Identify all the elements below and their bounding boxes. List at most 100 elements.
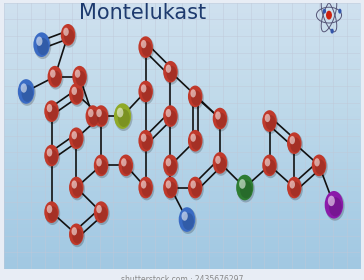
Circle shape <box>191 135 201 150</box>
Circle shape <box>213 152 227 174</box>
Circle shape <box>142 135 152 150</box>
Circle shape <box>265 115 276 130</box>
Circle shape <box>115 104 132 131</box>
Circle shape <box>72 66 87 88</box>
Circle shape <box>18 79 34 104</box>
Circle shape <box>69 127 84 149</box>
Circle shape <box>182 211 188 221</box>
Circle shape <box>191 90 201 106</box>
Circle shape <box>142 181 152 197</box>
Circle shape <box>72 88 83 103</box>
Circle shape <box>188 86 202 107</box>
Circle shape <box>163 105 178 127</box>
Circle shape <box>189 87 204 109</box>
Circle shape <box>329 197 342 216</box>
Circle shape <box>71 131 77 139</box>
Circle shape <box>71 180 77 189</box>
Circle shape <box>139 81 154 104</box>
Circle shape <box>287 132 301 154</box>
Circle shape <box>86 105 100 127</box>
Circle shape <box>96 109 102 117</box>
Circle shape <box>119 155 134 178</box>
Circle shape <box>139 37 154 60</box>
Circle shape <box>166 109 171 117</box>
Circle shape <box>166 181 177 197</box>
Circle shape <box>89 110 99 125</box>
Circle shape <box>62 25 77 48</box>
Circle shape <box>73 67 88 90</box>
Circle shape <box>45 101 60 124</box>
Circle shape <box>138 177 153 198</box>
Circle shape <box>34 33 51 59</box>
Circle shape <box>47 148 52 157</box>
Circle shape <box>48 67 63 90</box>
Circle shape <box>94 202 110 225</box>
Circle shape <box>69 83 84 105</box>
Circle shape <box>141 180 146 189</box>
Circle shape <box>325 192 345 221</box>
Circle shape <box>121 158 127 166</box>
Circle shape <box>215 111 221 120</box>
Circle shape <box>19 80 36 106</box>
Circle shape <box>69 223 84 245</box>
Circle shape <box>138 36 153 58</box>
Circle shape <box>263 111 278 134</box>
Circle shape <box>265 159 276 174</box>
Circle shape <box>312 155 327 176</box>
Circle shape <box>37 38 49 55</box>
Circle shape <box>141 134 146 142</box>
Circle shape <box>314 158 320 166</box>
Circle shape <box>290 137 300 152</box>
Circle shape <box>138 130 153 151</box>
Text: Montelukast: Montelukast <box>79 3 206 23</box>
Circle shape <box>94 155 110 178</box>
Circle shape <box>312 155 328 178</box>
Circle shape <box>94 155 108 176</box>
Circle shape <box>70 224 85 247</box>
Circle shape <box>94 105 108 127</box>
Circle shape <box>236 175 253 200</box>
Circle shape <box>216 113 226 128</box>
Circle shape <box>45 202 60 225</box>
Circle shape <box>139 178 154 200</box>
Circle shape <box>21 85 33 102</box>
Circle shape <box>163 61 178 83</box>
Circle shape <box>239 179 246 189</box>
Circle shape <box>331 29 334 34</box>
Circle shape <box>47 104 52 112</box>
Circle shape <box>75 69 80 78</box>
Circle shape <box>216 157 226 172</box>
Circle shape <box>141 84 146 93</box>
Circle shape <box>215 156 221 164</box>
Circle shape <box>61 24 75 46</box>
Circle shape <box>265 114 270 122</box>
Circle shape <box>315 159 325 174</box>
Circle shape <box>71 87 77 95</box>
Circle shape <box>76 71 86 86</box>
Circle shape <box>72 181 83 197</box>
Circle shape <box>97 110 107 125</box>
Circle shape <box>114 103 131 129</box>
Circle shape <box>290 181 300 197</box>
Circle shape <box>288 133 303 156</box>
Circle shape <box>69 177 84 198</box>
Circle shape <box>262 155 277 176</box>
Circle shape <box>122 159 132 174</box>
Circle shape <box>213 153 229 176</box>
Circle shape <box>96 205 102 213</box>
Circle shape <box>190 89 196 97</box>
Circle shape <box>166 180 171 189</box>
Circle shape <box>164 178 179 200</box>
Circle shape <box>48 105 58 120</box>
Circle shape <box>21 83 27 93</box>
Circle shape <box>326 11 332 20</box>
Circle shape <box>237 176 255 202</box>
Circle shape <box>48 66 62 88</box>
Circle shape <box>44 100 59 122</box>
Circle shape <box>166 66 177 81</box>
Circle shape <box>263 155 278 178</box>
Circle shape <box>240 181 252 199</box>
Circle shape <box>265 158 270 166</box>
Circle shape <box>164 155 179 178</box>
Circle shape <box>50 69 56 78</box>
